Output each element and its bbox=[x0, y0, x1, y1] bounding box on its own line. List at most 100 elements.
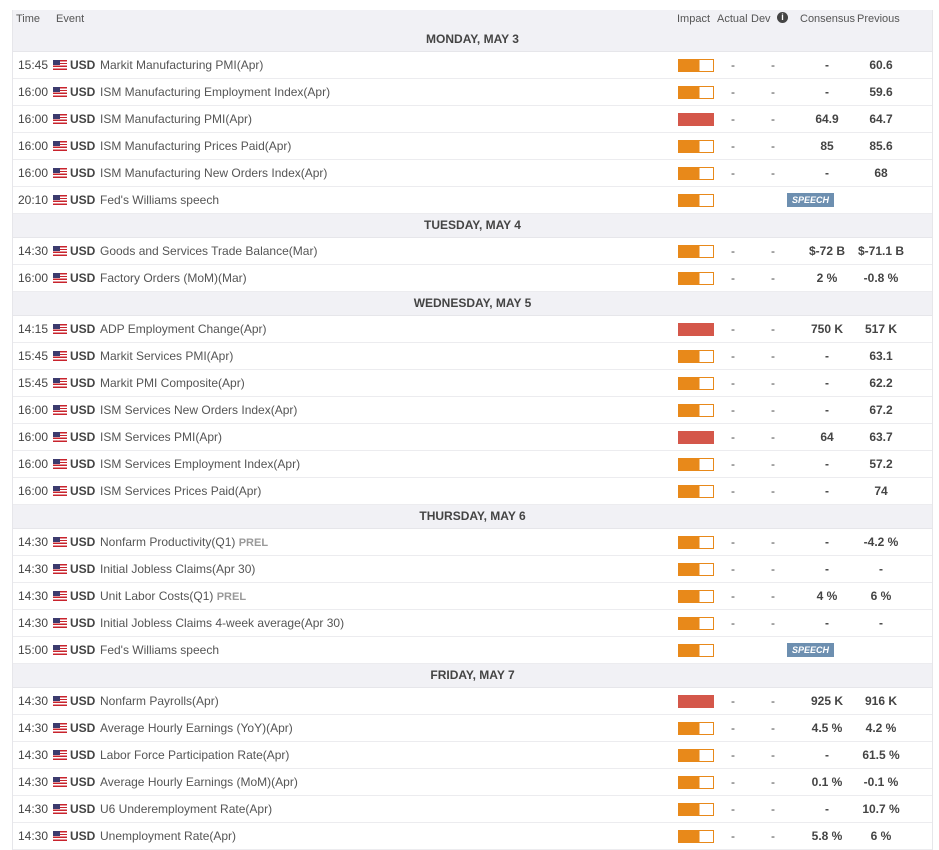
event-row[interactable]: 16:00 USD ISM Services Employment Index(Ap… bbox=[13, 451, 932, 478]
currency: USD bbox=[70, 694, 96, 708]
event-time: 20:10 bbox=[18, 193, 49, 207]
event-name[interactable]: ADP Employment Change(Apr) bbox=[100, 316, 267, 342]
dev-value: - bbox=[771, 139, 775, 153]
event-row[interactable]: 14:15 USD ADP Employment Change(Apr) - - 750 … bbox=[13, 316, 932, 343]
event-row[interactable]: 16:00 USD ISM Services Prices Paid(Apr) - - -… bbox=[13, 478, 932, 505]
event-row[interactable]: 14:30 USD Goods and Services Trade Balance… bbox=[13, 238, 932, 265]
event-title: ISM Manufacturing Prices Paid(Apr) bbox=[100, 139, 292, 153]
event-time: 14:30 bbox=[18, 721, 49, 735]
currency: USD bbox=[70, 322, 96, 336]
event-row[interactable]: 14:30 USD Labor Force Participation Rate(A… bbox=[13, 742, 932, 769]
event-name[interactable]: Markit Manufacturing PMI(Apr) bbox=[100, 52, 263, 78]
event-row[interactable]: 14:30 USD Nonfarm Payrolls(Apr) - - 925 K 916 … bbox=[13, 688, 932, 715]
event-name[interactable]: ISM Manufacturing New Orders Index(Apr) bbox=[100, 160, 327, 186]
col-previous[interactable]: Previous bbox=[857, 13, 900, 25]
event-name[interactable]: Initial Jobless Claims(Apr 30) bbox=[100, 556, 255, 582]
event-title: Initial Jobless Claims(Apr 30) bbox=[100, 562, 256, 576]
event-name[interactable]: Factory Orders (MoM)(Mar) bbox=[100, 265, 247, 291]
event-name[interactable]: Unit Labor Costs(Q1) PREL bbox=[100, 583, 246, 610]
col-consensus[interactable]: Consensus bbox=[800, 13, 856, 25]
event-name[interactable]: Unemployment Rate(Apr) bbox=[100, 823, 236, 849]
info-icon[interactable]: i bbox=[777, 12, 788, 23]
event-name[interactable]: Fed's Williams speech bbox=[100, 187, 219, 213]
day-header: WEDNESDAY, MAY 5 bbox=[13, 292, 932, 316]
event-time: 16:00 bbox=[18, 85, 49, 99]
event-row[interactable]: 16:00 USD ISM Manufacturing Employment Ind… bbox=[13, 79, 932, 106]
consensus-value: 5.8 % bbox=[811, 829, 843, 843]
dev-value: - bbox=[771, 829, 775, 843]
col-event[interactable]: Event bbox=[56, 13, 85, 25]
currency: USD bbox=[70, 589, 96, 603]
event-row[interactable]: 16:00 USD ISM Manufacturing Prices Paid(Ap… bbox=[13, 133, 932, 160]
event-row[interactable]: 15:45 USD Markit Services PMI(Apr) - - - 63.1 bbox=[13, 343, 932, 370]
event-row[interactable]: 16:00 USD ISM Services New Orders Index(Ap… bbox=[13, 397, 932, 424]
consensus-value: 0.1 % bbox=[811, 775, 843, 789]
event-name[interactable]: Average Hourly Earnings (MoM)(Apr) bbox=[100, 769, 298, 795]
event-name[interactable]: Goods and Services Trade Balance(Mar) bbox=[100, 238, 317, 264]
event-name[interactable]: U6 Underemployment Rate(Apr) bbox=[100, 796, 272, 822]
event-name[interactable]: Nonfarm Payrolls(Apr) bbox=[100, 688, 219, 714]
event-title: U6 Underemployment Rate(Apr) bbox=[100, 802, 273, 816]
event-name[interactable]: Markit Services PMI(Apr) bbox=[100, 343, 233, 369]
dev-value: - bbox=[771, 403, 775, 417]
dev-value: - bbox=[771, 271, 775, 285]
consensus-value: 4.5 % bbox=[811, 721, 843, 735]
event-title: Nonfarm Productivity(Q1) bbox=[100, 535, 236, 549]
actual-value: - bbox=[731, 376, 735, 390]
event-time: 16:00 bbox=[18, 484, 49, 498]
event-row[interactable]: 16:00 USD ISM Services PMI(Apr) - - 64 63.7 bbox=[13, 424, 932, 451]
currency: USD bbox=[70, 802, 96, 816]
dev-value: - bbox=[771, 484, 775, 498]
event-title: ISM Manufacturing New Orders Index(Apr) bbox=[100, 166, 328, 180]
event-name[interactable]: Average Hourly Earnings (YoY)(Apr) bbox=[100, 715, 293, 741]
event-name[interactable]: ISM Services Prices Paid(Apr) bbox=[100, 478, 261, 504]
event-name[interactable]: Labor Force Participation Rate(Apr) bbox=[100, 742, 289, 768]
us-flag-icon bbox=[53, 87, 67, 97]
event-row[interactable]: 15:45 USD Markit PMI Composite(Apr) - - - 62.2 bbox=[13, 370, 932, 397]
event-row[interactable]: 14:30 USD Average Hourly Earnings (MoM)(Ap… bbox=[13, 769, 932, 796]
event-row[interactable]: 15:00 USD Fed's Williams speech SPEECH bbox=[13, 637, 932, 664]
event-row[interactable]: 20:10 USD Fed's Williams speech SPEECH bbox=[13, 187, 932, 214]
dev-value: - bbox=[771, 244, 775, 258]
event-row[interactable]: 14:30 USD Nonfarm Productivity(Q1) PREL - - -… bbox=[13, 529, 932, 556]
event-row[interactable]: 16:00 USD ISM Manufacturing New Orders Ind… bbox=[13, 160, 932, 187]
event-title: Markit Services PMI(Apr) bbox=[100, 349, 234, 363]
event-row[interactable]: 16:00 USD Factory Orders (MoM)(Mar) - - 2 % -0… bbox=[13, 265, 932, 292]
actual-value: - bbox=[731, 139, 735, 153]
event-row[interactable]: 14:30 USD Average Hourly Earnings (YoY)(Ap… bbox=[13, 715, 932, 742]
event-name[interactable]: Markit PMI Composite(Apr) bbox=[100, 370, 245, 396]
prelim-tag: PREL bbox=[216, 591, 247, 603]
event-name[interactable]: Initial Jobless Claims 4-week average(Ap… bbox=[100, 610, 344, 636]
event-name[interactable]: Fed's Williams speech bbox=[100, 637, 219, 663]
col-impact[interactable]: Impact bbox=[677, 13, 711, 25]
event-row[interactable]: 14:30 USD Initial Jobless Claims 4-week av… bbox=[13, 610, 932, 637]
dev-value: - bbox=[771, 430, 775, 444]
col-time[interactable]: Time bbox=[16, 13, 41, 25]
previous-value: 67.2 bbox=[869, 403, 893, 417]
event-row[interactable]: 16:00 USD ISM Manufacturing PMI(Apr) - - 64.9… bbox=[13, 106, 932, 133]
previous-value: 60.6 bbox=[869, 58, 893, 72]
consensus-value: - bbox=[825, 535, 829, 549]
event-title: ISM Services PMI(Apr) bbox=[100, 430, 223, 444]
event-row[interactable]: 14:30 USD Initial Jobless Claims(Apr 30) - -… bbox=[13, 556, 932, 583]
event-name[interactable]: ISM Manufacturing PMI(Apr) bbox=[100, 106, 252, 132]
event-name[interactable]: ISM Manufacturing Prices Paid(Apr) bbox=[100, 133, 291, 159]
impact-medium-indicator bbox=[678, 617, 714, 630]
currency: USD bbox=[70, 193, 96, 207]
previous-value: 85.6 bbox=[869, 139, 893, 153]
event-name[interactable]: ISM Services New Orders Index(Apr) bbox=[100, 397, 297, 423]
event-row[interactable]: 14:30 USD U6 Underemployment Rate(Apr) - - - 1… bbox=[13, 796, 932, 823]
event-name[interactable]: ISM Manufacturing Employment Index(Apr) bbox=[100, 79, 330, 105]
impact-high-indicator bbox=[678, 431, 714, 444]
col-actual[interactable]: Actual bbox=[717, 13, 748, 25]
event-name[interactable]: ISM Services PMI(Apr) bbox=[100, 424, 222, 450]
day-header: TUESDAY, MAY 4 bbox=[13, 214, 932, 238]
dev-value: - bbox=[771, 562, 775, 576]
event-name[interactable]: Nonfarm Productivity(Q1) PREL bbox=[100, 529, 268, 556]
col-dev[interactable]: Dev bbox=[751, 13, 771, 25]
event-row[interactable]: 14:30 USD Unit Labor Costs(Q1) PREL - - 4 % 6 … bbox=[13, 583, 932, 610]
impact-medium-indicator bbox=[678, 458, 714, 471]
event-name[interactable]: ISM Services Employment Index(Apr) bbox=[100, 451, 300, 477]
us-flag-icon bbox=[53, 618, 67, 628]
event-row[interactable]: 15:45 USD Markit Manufacturing PMI(Apr) - - -… bbox=[13, 52, 932, 79]
